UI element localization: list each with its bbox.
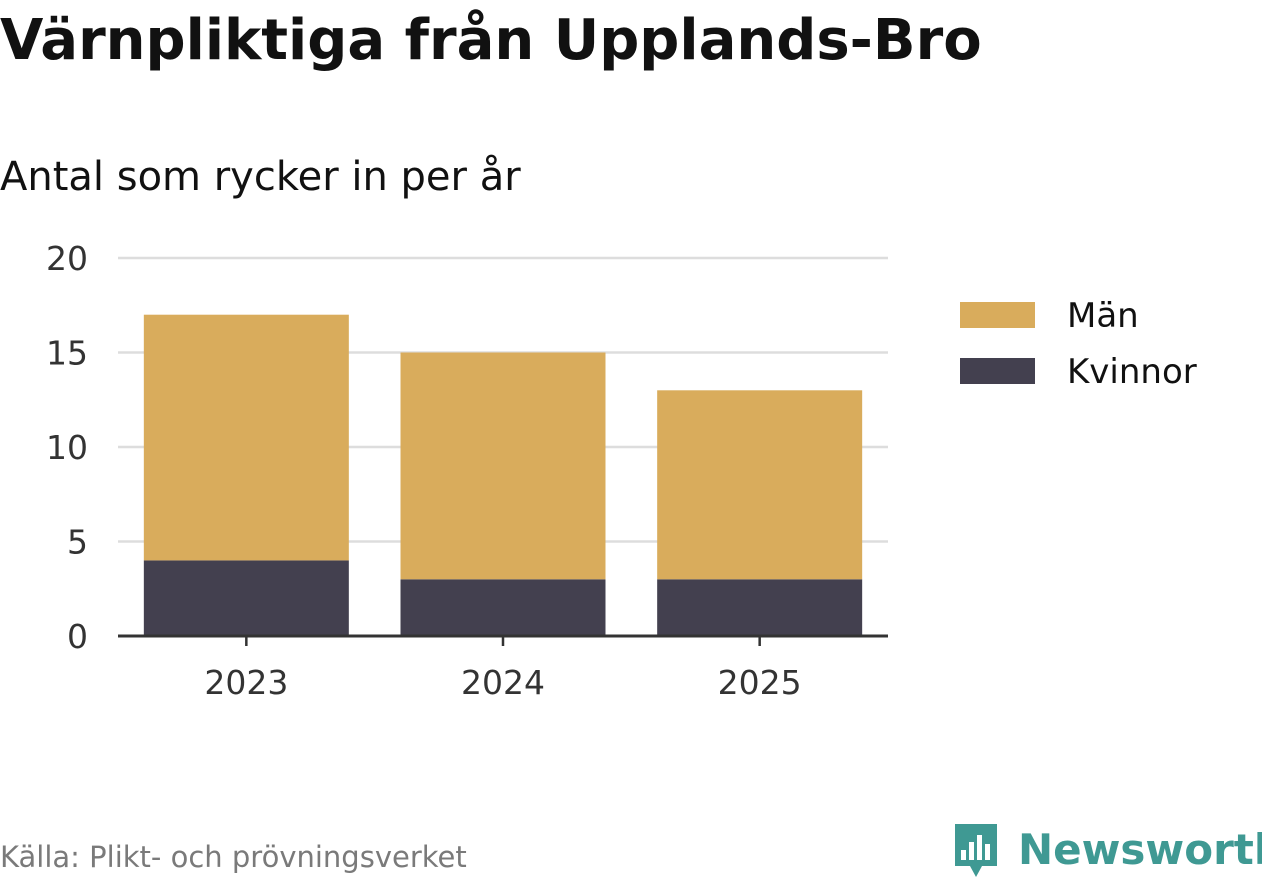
legend-swatch-kvinnor	[960, 358, 1035, 384]
y-tick-label-10: 10	[46, 428, 88, 467]
legend-swatch-män	[960, 302, 1035, 328]
y-tick-label-15: 15	[46, 334, 88, 373]
y-tick-label-20: 20	[46, 239, 88, 278]
y-tick-label-0: 0	[67, 617, 88, 656]
x-tick-label-2024: 2024	[461, 663, 545, 702]
bar-2025-kvinnor	[657, 579, 863, 636]
legend: Män Kvinnor	[960, 296, 1197, 392]
newsworthy-logo-icon	[955, 824, 997, 877]
newsworthy-brand: Newsworthy	[952, 820, 1262, 880]
chart-title: Värnpliktiga från Upplands-Bro	[0, 8, 982, 73]
bars	[143, 314, 863, 636]
bar-2023-kvinnor	[143, 560, 349, 636]
x-tick-label-2023: 2023	[204, 663, 288, 702]
chart-subtitle: Antal som rycker in per år	[0, 154, 521, 200]
bar-2023-män	[143, 314, 349, 561]
bar-2024-män	[400, 352, 606, 580]
x-tick-label-2025: 2025	[718, 663, 802, 702]
y-tick-label-5: 5	[67, 523, 88, 562]
legend-label-män: Män	[1067, 296, 1139, 336]
stacked-bar-chart: 0 5 10 15 20 2023 2024 2025 Män Kvinnor	[46, 239, 1197, 702]
brand-name: Newsworthy	[1018, 825, 1262, 874]
axes: 0 5 10 15 20 2023 2024 2025	[46, 239, 888, 702]
legend-label-kvinnor: Kvinnor	[1067, 352, 1197, 392]
source-note: Källa: Plikt- och prövningsverket	[0, 840, 467, 874]
bar-2025-män	[657, 390, 863, 580]
bar-2024-kvinnor	[400, 579, 606, 636]
